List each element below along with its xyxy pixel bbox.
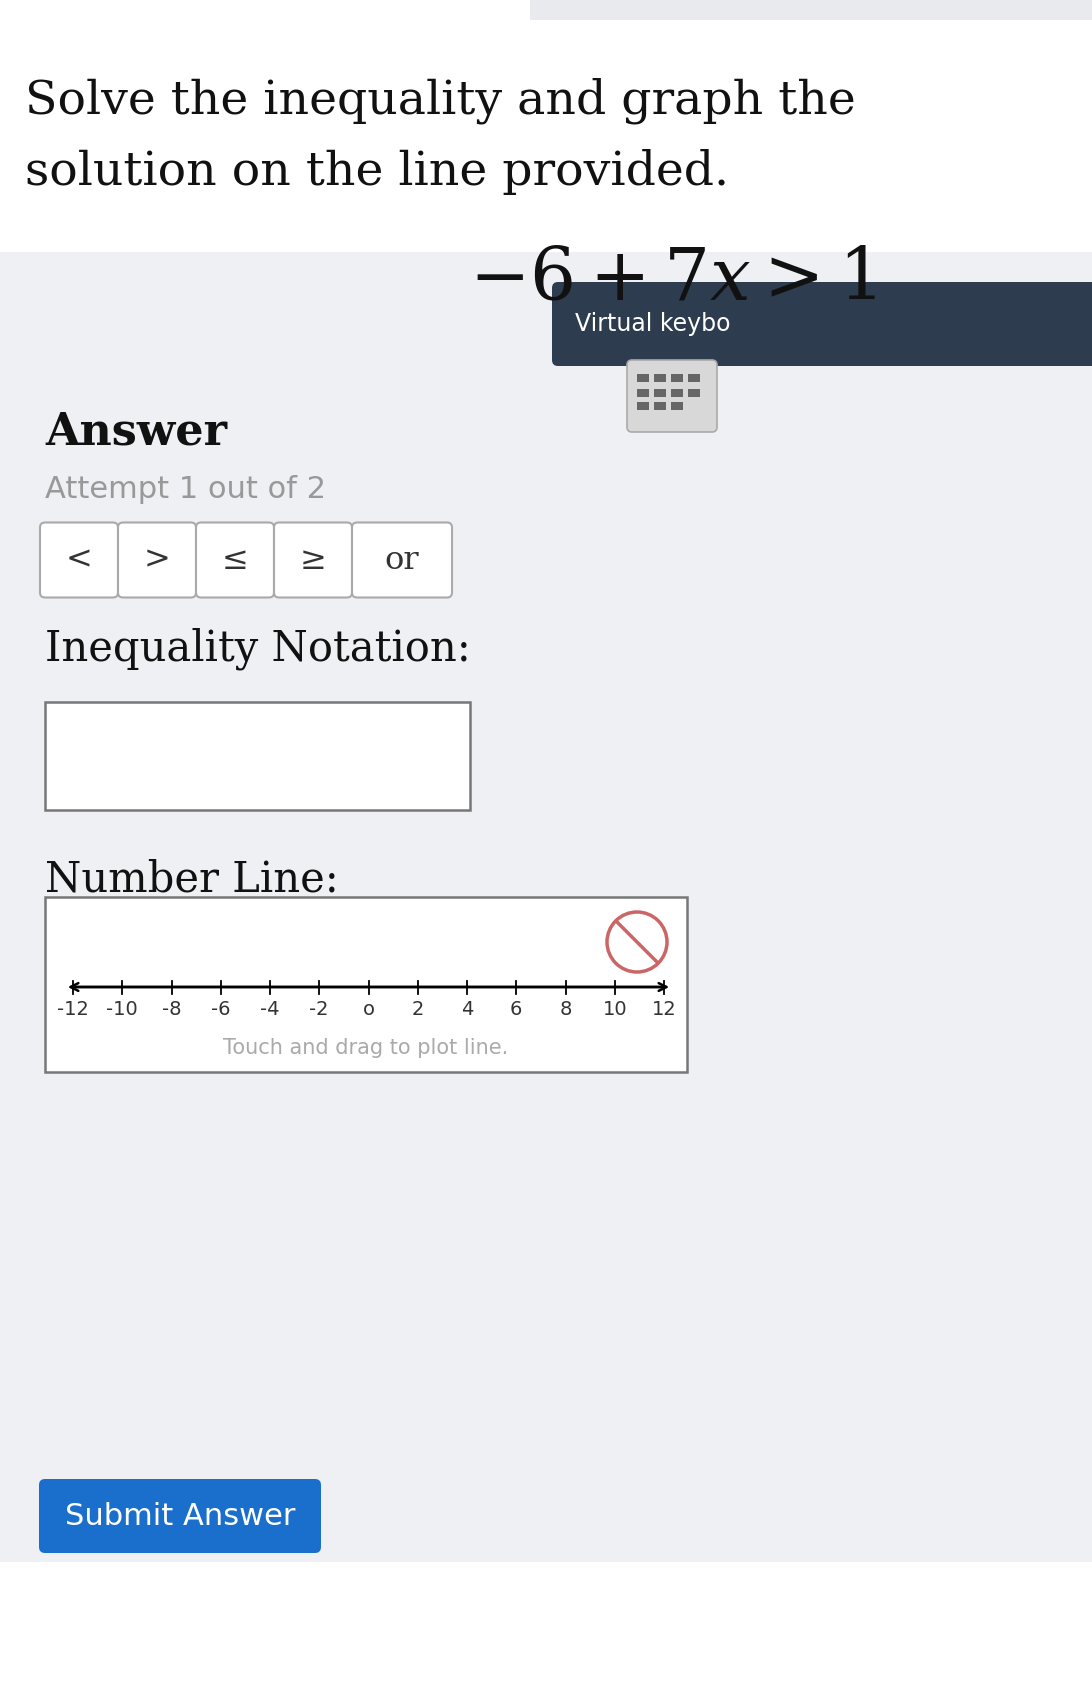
FancyBboxPatch shape bbox=[530, 0, 1092, 20]
FancyBboxPatch shape bbox=[654, 374, 666, 382]
FancyBboxPatch shape bbox=[0, 0, 1092, 382]
FancyBboxPatch shape bbox=[0, 252, 1092, 1562]
Text: ≥: ≥ bbox=[299, 545, 327, 575]
Text: ≤: ≤ bbox=[222, 545, 249, 575]
FancyBboxPatch shape bbox=[274, 523, 352, 597]
FancyBboxPatch shape bbox=[551, 283, 1092, 365]
Text: Number Line:: Number Line: bbox=[45, 858, 339, 900]
Text: <: < bbox=[66, 545, 93, 575]
Text: 12: 12 bbox=[652, 1000, 676, 1019]
FancyBboxPatch shape bbox=[627, 360, 717, 431]
Text: 8: 8 bbox=[559, 1000, 572, 1019]
Text: 10: 10 bbox=[603, 1000, 627, 1019]
Text: Submit Answer: Submit Answer bbox=[64, 1501, 295, 1531]
FancyBboxPatch shape bbox=[45, 702, 470, 810]
FancyBboxPatch shape bbox=[688, 374, 700, 382]
FancyBboxPatch shape bbox=[195, 523, 274, 597]
Text: -2: -2 bbox=[309, 1000, 329, 1019]
Text: Answer: Answer bbox=[45, 409, 227, 453]
FancyBboxPatch shape bbox=[39, 1479, 321, 1553]
FancyBboxPatch shape bbox=[118, 523, 195, 597]
Text: Inequality Notation:: Inequality Notation: bbox=[45, 628, 471, 670]
FancyBboxPatch shape bbox=[670, 389, 682, 398]
FancyBboxPatch shape bbox=[654, 389, 666, 398]
FancyBboxPatch shape bbox=[688, 389, 700, 398]
FancyBboxPatch shape bbox=[670, 403, 682, 409]
Text: 6: 6 bbox=[510, 1000, 522, 1019]
Text: Touch and drag to plot line.: Touch and drag to plot line. bbox=[224, 1037, 509, 1058]
Text: -12: -12 bbox=[57, 1000, 88, 1019]
FancyBboxPatch shape bbox=[352, 523, 452, 597]
Text: o: o bbox=[363, 1000, 375, 1019]
FancyBboxPatch shape bbox=[637, 403, 649, 409]
Text: solution on the line provided.: solution on the line provided. bbox=[25, 149, 729, 195]
Text: >: > bbox=[143, 545, 170, 575]
Text: -10: -10 bbox=[106, 1000, 138, 1019]
Text: -4: -4 bbox=[260, 1000, 280, 1019]
Text: 4: 4 bbox=[461, 1000, 473, 1019]
FancyBboxPatch shape bbox=[45, 897, 687, 1073]
FancyBboxPatch shape bbox=[654, 403, 666, 409]
Text: Attempt 1 out of 2: Attempt 1 out of 2 bbox=[45, 475, 327, 504]
FancyBboxPatch shape bbox=[670, 374, 682, 382]
Text: -6: -6 bbox=[211, 1000, 230, 1019]
FancyBboxPatch shape bbox=[40, 523, 118, 597]
FancyBboxPatch shape bbox=[637, 374, 649, 382]
Text: $-6 + 7x > 1$: $-6 + 7x > 1$ bbox=[468, 245, 876, 315]
Text: Solve the inequality and graph the: Solve the inequality and graph the bbox=[25, 78, 856, 124]
Text: or: or bbox=[384, 545, 419, 575]
Text: -8: -8 bbox=[162, 1000, 181, 1019]
FancyBboxPatch shape bbox=[637, 389, 649, 398]
Text: 2: 2 bbox=[412, 1000, 424, 1019]
Text: Virtual keybo: Virtual keybo bbox=[575, 311, 731, 337]
